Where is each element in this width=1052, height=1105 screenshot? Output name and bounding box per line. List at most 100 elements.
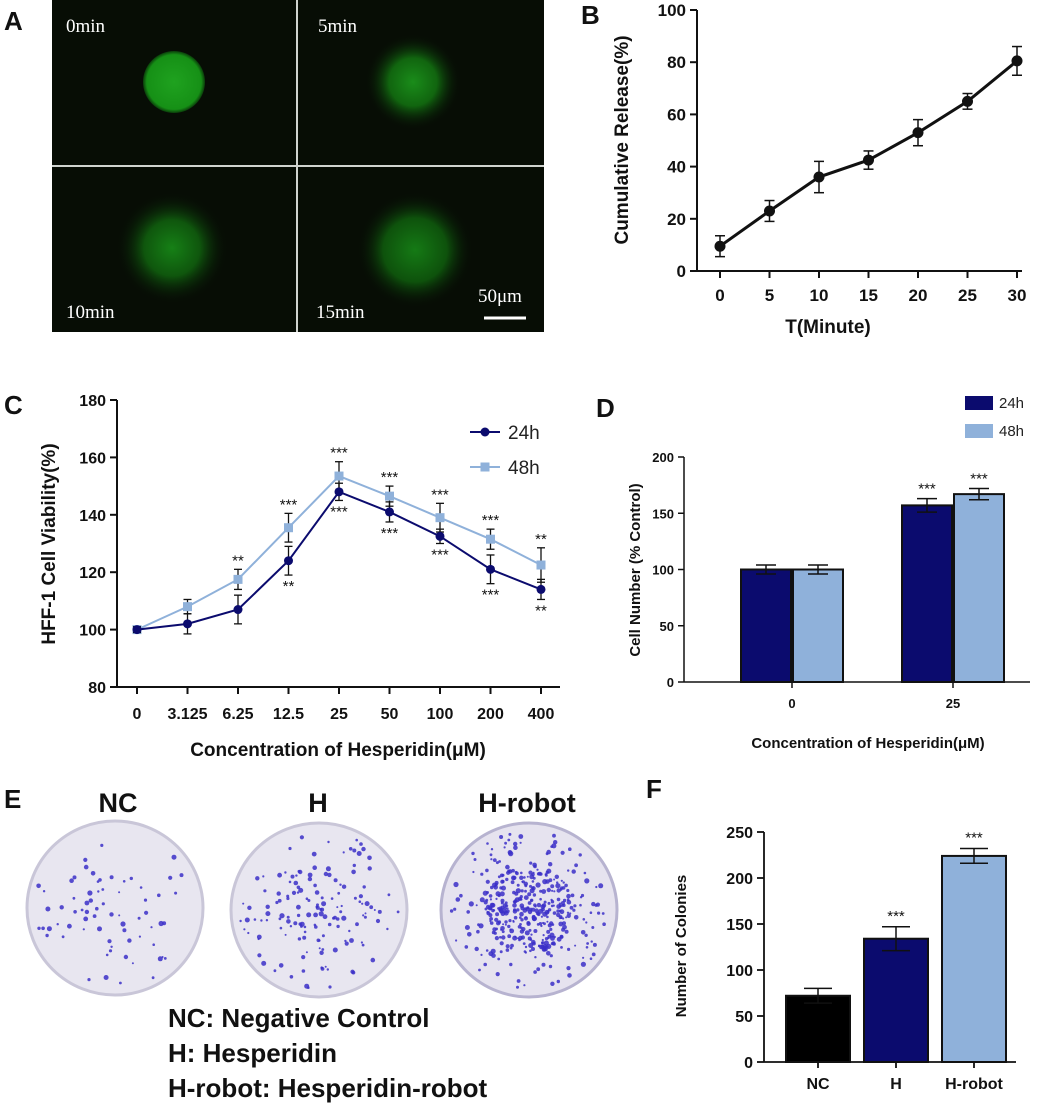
y-tick-label: 160 (79, 450, 106, 467)
colony-dot (590, 940, 593, 943)
colony-dot (556, 888, 561, 893)
colony-dot (592, 942, 597, 947)
colony-dot (489, 921, 494, 925)
colony-dot (522, 942, 526, 945)
colony-dot (341, 915, 347, 921)
colony-dot (536, 868, 539, 871)
significance-label: *** (280, 496, 298, 513)
colony-dot (484, 907, 488, 911)
colony-dot (529, 884, 532, 888)
colony-dot (505, 864, 510, 870)
x-tick-label: H (890, 1076, 902, 1093)
colony-dot (307, 876, 313, 882)
y-tick-label: 200 (652, 450, 674, 465)
panel-a-label: A (4, 6, 23, 36)
significance-label: *** (887, 908, 905, 925)
colony-dot (502, 903, 507, 908)
colony-dot (516, 985, 519, 989)
colony-dot (513, 841, 518, 847)
colony-dot (568, 847, 572, 851)
colony-dot (120, 921, 126, 927)
colony-dot (179, 873, 184, 878)
colony-dot (127, 938, 132, 943)
colony-dot (337, 891, 341, 895)
x-tick-label: 0 (788, 696, 795, 711)
colony-dot (59, 905, 64, 910)
colony-dot (549, 954, 553, 958)
colony-dot (501, 879, 505, 884)
colony-dot (495, 897, 498, 901)
panel-f-chart: F Number of Colonies 0 50 100 150 200 250 NC **… (646, 774, 1016, 1093)
colony-dot (589, 957, 593, 960)
colony-dot (559, 934, 564, 939)
colony-dot (87, 890, 93, 896)
colony-dot (594, 903, 598, 907)
colony-dot (560, 850, 565, 855)
colony-dot (511, 868, 515, 873)
colony-dot (489, 907, 493, 910)
colony-dot (275, 900, 279, 905)
colony-dot (364, 901, 370, 907)
colony-dot (342, 851, 345, 854)
colony-dot (586, 942, 589, 945)
colony-dot (505, 877, 509, 882)
colony-dot (37, 926, 41, 930)
colony-dot (492, 927, 497, 932)
colony-dot (279, 913, 285, 919)
dish-label: H (308, 788, 328, 818)
colony-dot (305, 897, 309, 900)
colony-dot (168, 875, 173, 880)
colony-dot (584, 933, 588, 937)
colony-dot (550, 845, 554, 848)
colony-dot (97, 926, 102, 932)
data-point (863, 154, 874, 166)
colony-dot (519, 911, 524, 917)
colony-dot (602, 922, 606, 926)
colony-dot (540, 915, 544, 918)
colony-dot (551, 889, 554, 892)
colony-dot (83, 864, 89, 870)
panel-d-chart: D Cell Number (% Control) Concentration … (596, 393, 1030, 752)
colony-dot (326, 968, 329, 971)
colony-dot (528, 943, 534, 948)
colony-dot (529, 949, 532, 953)
significance-label: *** (482, 512, 500, 529)
colony-dot (323, 871, 329, 877)
colony-dot (552, 833, 556, 838)
colony-dot (143, 898, 148, 902)
petri-dish-nc (25, 819, 205, 997)
colony-dot (321, 948, 325, 951)
significance-label: ** (232, 552, 244, 569)
colony-dot (96, 880, 100, 883)
colony-dot (290, 874, 295, 879)
colony-dot (500, 928, 503, 931)
colony-dot (513, 908, 517, 912)
colony-dot (479, 897, 485, 903)
y-axis-label: Cumulative Release(%) (612, 35, 633, 244)
colony-dot (553, 840, 558, 845)
colony-dot (296, 913, 301, 918)
x-tick-label: 100 (427, 706, 454, 723)
colony-dot (508, 919, 512, 923)
colony-dot (489, 920, 492, 922)
significance-label: *** (431, 486, 449, 503)
colony-dot (535, 911, 540, 916)
y-tick-label: 60 (667, 105, 686, 124)
colony-dot (375, 918, 381, 924)
colony-dot (467, 932, 472, 937)
colony-dot (583, 871, 587, 875)
colony-dot (508, 832, 512, 836)
colony-dot (483, 962, 488, 967)
colony-dot (455, 897, 461, 902)
colony-dot (490, 948, 496, 954)
colony-dot (109, 912, 114, 917)
legend-label: 24h (508, 423, 540, 444)
colony-dot (41, 926, 45, 931)
colony-dot (541, 938, 544, 942)
panel-e: E NC H H-robot NC: Negative Control H: H… (4, 784, 619, 1103)
colony-dot (355, 838, 359, 842)
colony-dot (42, 890, 46, 893)
colony-dot (361, 846, 366, 852)
colony-dot (528, 928, 532, 932)
colony-dot (529, 938, 533, 941)
